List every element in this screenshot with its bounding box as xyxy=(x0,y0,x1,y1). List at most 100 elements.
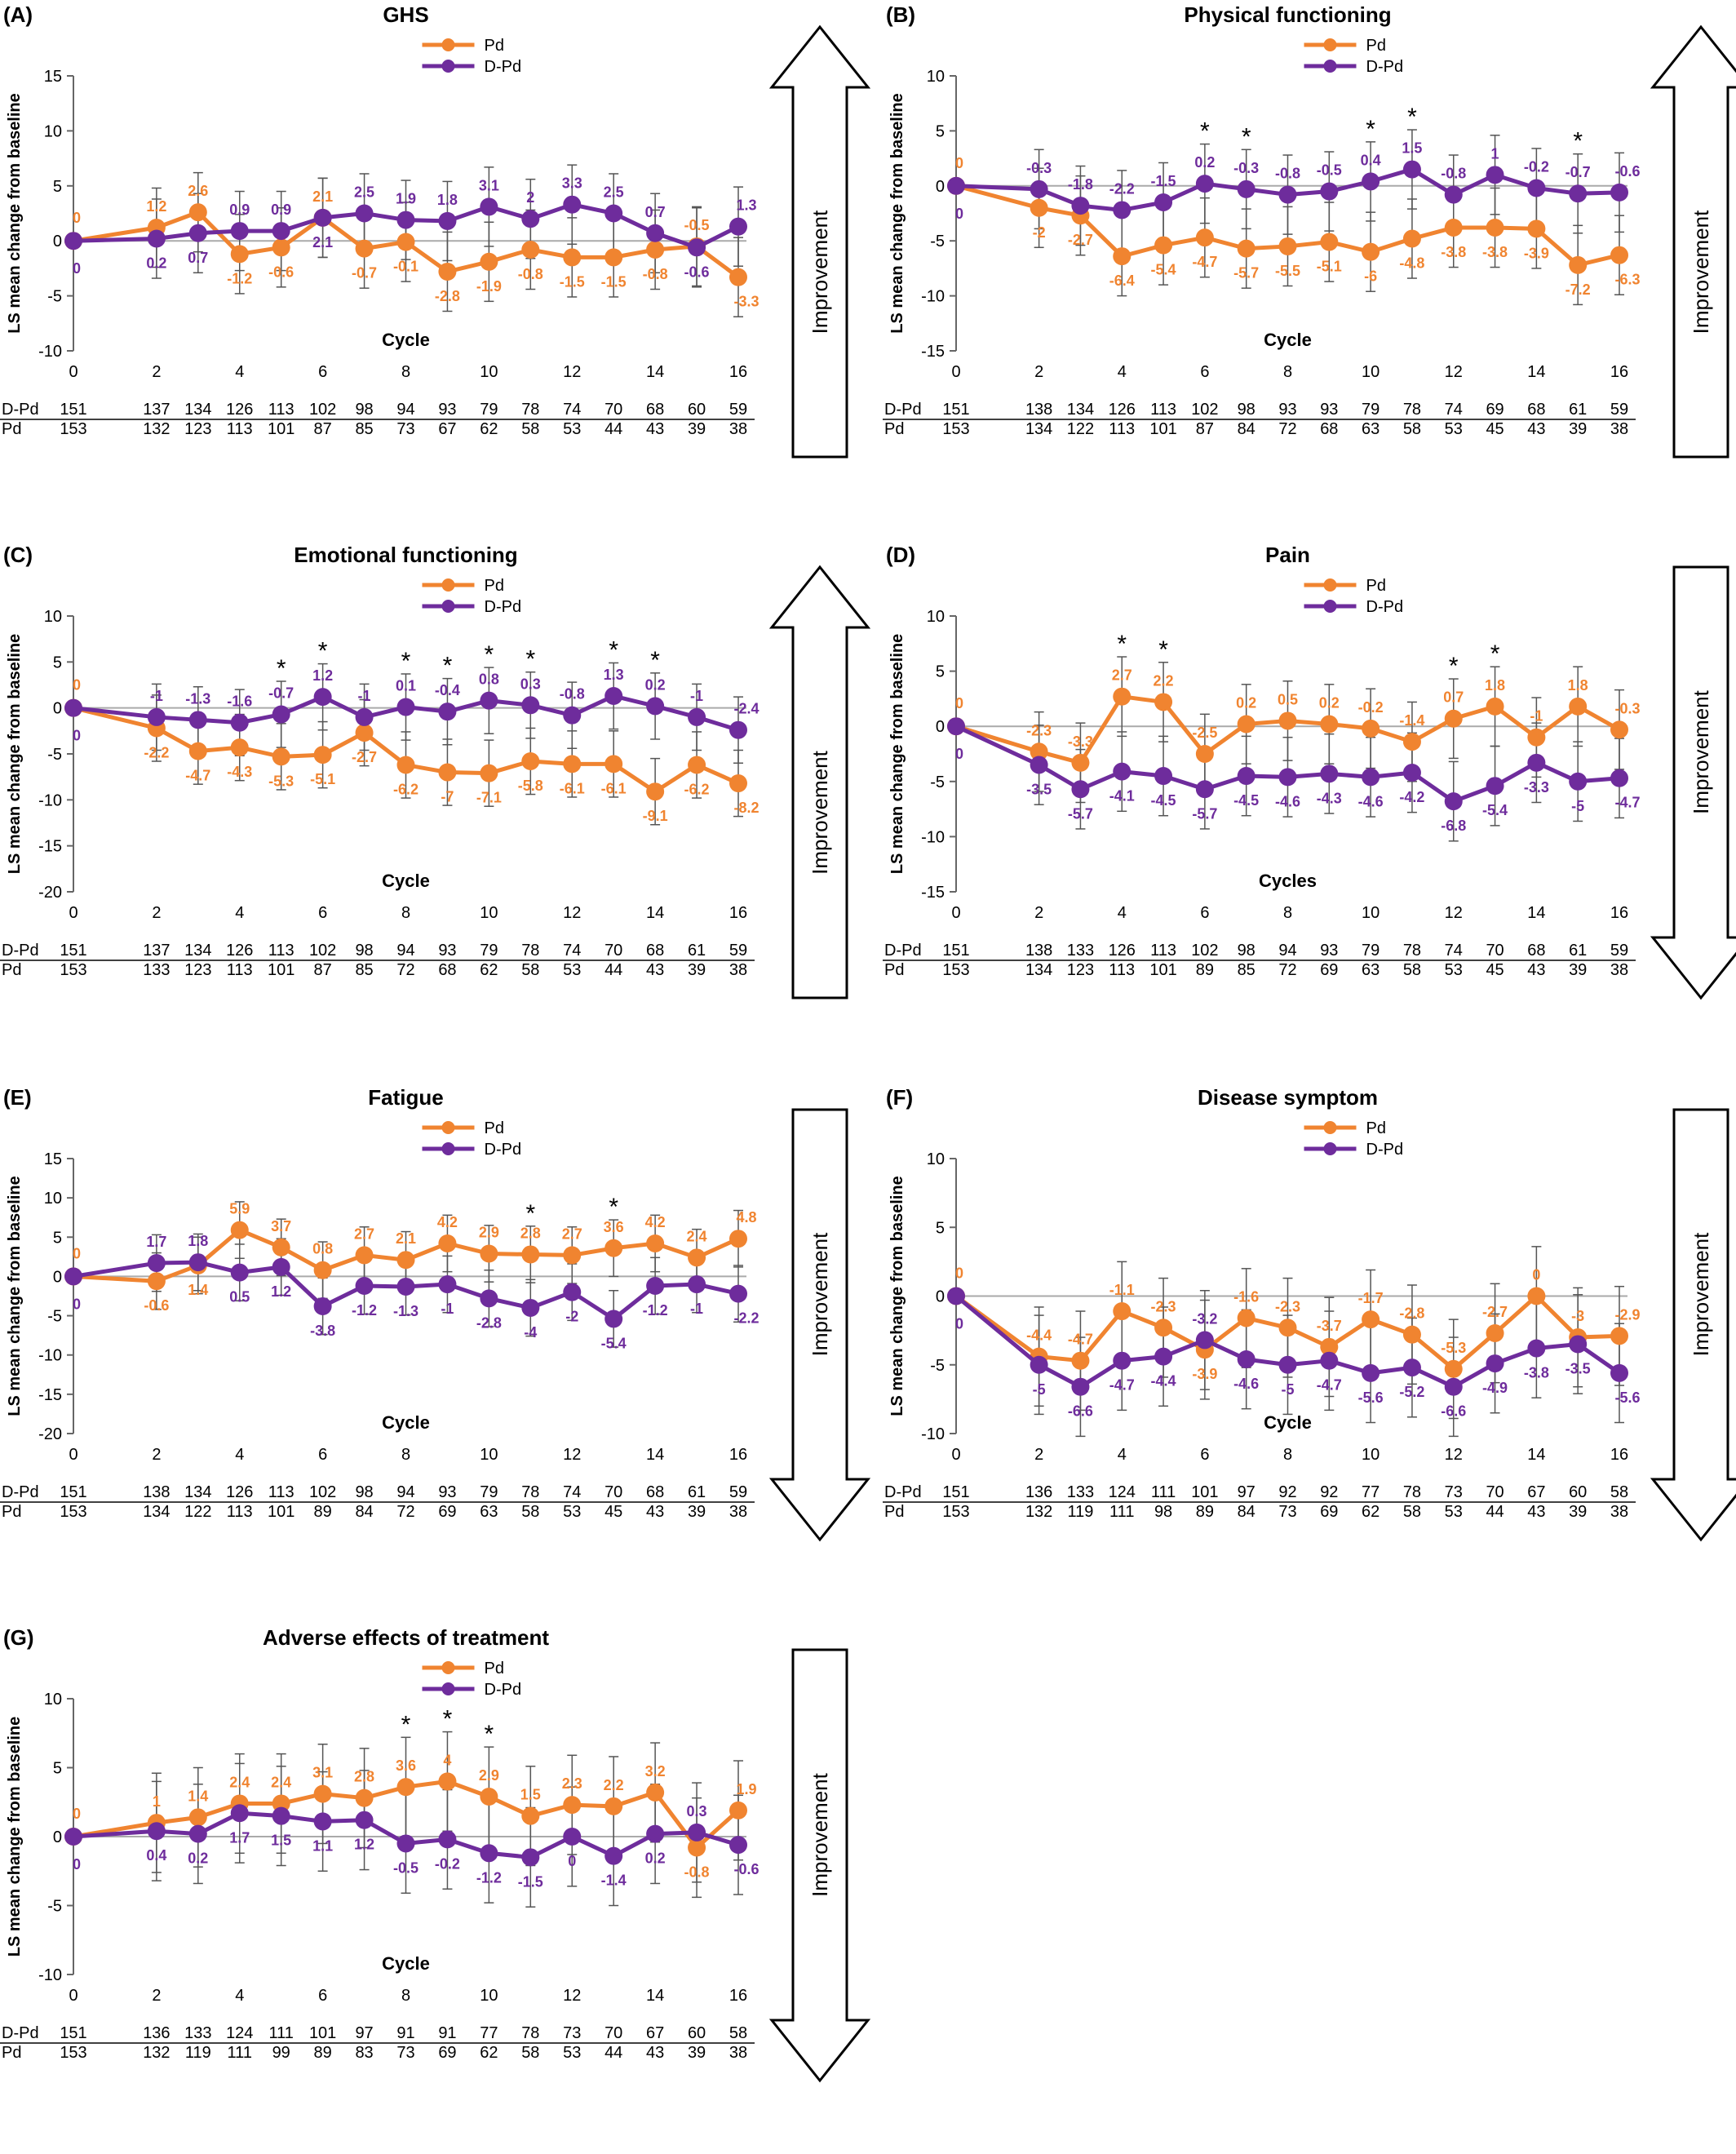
nat-cell-dpd: 78 xyxy=(1403,401,1421,419)
data-label-dpd: -3.3 xyxy=(1524,779,1549,796)
nat-row-label: D-Pd xyxy=(2,2024,39,2042)
data-label-pd: -4.7 xyxy=(1192,254,1217,270)
data-label-dpd: -1 xyxy=(150,688,163,704)
significance-asterisk: * xyxy=(485,1721,494,1748)
nat-cell-dpd: 151 xyxy=(60,2024,86,2042)
data-label-dpd: -1.2 xyxy=(476,1869,502,1886)
data-label-dpd: 1.2 xyxy=(271,1283,291,1300)
data-label-dpd: -0.8 xyxy=(1275,166,1300,182)
data-label-dpd: 0.4 xyxy=(146,1847,166,1864)
y-tick-label: -5 xyxy=(47,288,62,306)
legend-swatch-marker xyxy=(1323,600,1337,613)
data-label-dpd: 1.1 xyxy=(312,1837,333,1854)
x-tick-label: 6 xyxy=(318,904,327,922)
nat-cell-dpd: 91 xyxy=(438,2024,456,2042)
data-point-pd xyxy=(729,1230,747,1248)
x-tick-label: 12 xyxy=(563,1446,581,1464)
chart-title: Pain xyxy=(1265,543,1310,567)
data-point-pd xyxy=(1527,219,1546,238)
data-label-dpd: 0.3 xyxy=(687,1803,707,1819)
nat-cell-pd: 153 xyxy=(942,1503,969,1521)
nat-cell-pd: 68 xyxy=(1320,420,1338,438)
data-point-dpd xyxy=(521,210,540,228)
data-point-dpd xyxy=(563,706,582,725)
x-tick-label: 14 xyxy=(646,904,664,922)
series-line-pd xyxy=(73,706,740,794)
y-tick-label: 0 xyxy=(936,178,945,196)
data-label-dpd: -4.3 xyxy=(1317,790,1342,806)
data-point-dpd xyxy=(1237,1350,1256,1369)
legend-swatch-marker xyxy=(1323,1121,1337,1134)
nat-cell-dpd: 58 xyxy=(1610,1483,1628,1501)
nat-cell-dpd: 60 xyxy=(1569,1483,1587,1501)
data-point-pd xyxy=(1362,242,1380,261)
x-tick-label: 10 xyxy=(480,1987,498,2005)
significance-asterisk: * xyxy=(401,648,411,675)
data-label-pd: 2.7 xyxy=(354,1225,374,1242)
nat-cell-dpd: 68 xyxy=(646,1483,664,1501)
data-label-dpd: -4.5 xyxy=(1233,792,1259,809)
nat-row-label: Pd xyxy=(884,1503,904,1521)
data-label-dpd: -1 xyxy=(690,1301,703,1317)
data-point-dpd xyxy=(1569,1335,1588,1354)
data-point-pd xyxy=(272,747,290,766)
nat-cell-pd: 72 xyxy=(1278,961,1296,979)
x-tick-label: 6 xyxy=(1200,1446,1209,1464)
y-tick-label: -5 xyxy=(47,746,62,764)
y-tick-label: 0 xyxy=(53,1268,62,1286)
data-point-pd xyxy=(646,240,665,259)
data-point-pd xyxy=(1278,1319,1297,1337)
data-label-pd: 3.6 xyxy=(604,1219,624,1235)
data-label-pd: -4.3 xyxy=(227,764,252,780)
data-point-pd xyxy=(1113,687,1132,706)
data-point-dpd xyxy=(947,1287,965,1305)
data-point-pd xyxy=(230,1221,249,1239)
data-point-dpd xyxy=(147,707,166,726)
data-label-pd: -0.6 xyxy=(268,264,294,280)
significance-asterisk: * xyxy=(1490,640,1500,667)
x-tick-label: 2 xyxy=(152,904,161,922)
nat-cell-pd: 44 xyxy=(604,420,622,438)
y-tick-label: 10 xyxy=(44,1190,62,1208)
data-label-dpd: 1.8 xyxy=(437,192,458,208)
data-label-pd: 4.2 xyxy=(645,1214,666,1230)
data-point-dpd xyxy=(1610,183,1628,202)
data-label-pd: -6.4 xyxy=(1109,273,1135,289)
data-point-dpd xyxy=(1569,184,1588,203)
data-label-pd: -2.3 xyxy=(1275,1298,1300,1314)
series-line-pd xyxy=(955,184,1620,268)
nat-cell-dpd: 98 xyxy=(355,1483,373,1501)
nat-cell-dpd: 102 xyxy=(309,942,336,960)
panel-label: (E) xyxy=(3,1085,32,1110)
data-label-dpd: -5.4 xyxy=(601,1335,627,1351)
data-point-pd xyxy=(188,1808,207,1827)
x-tick-label: 12 xyxy=(1445,1446,1463,1464)
nat-cell-pd: 101 xyxy=(268,961,294,979)
data-label-dpd: -1.3 xyxy=(185,690,210,707)
data-point-dpd xyxy=(1320,1351,1339,1370)
x-tick-label: 16 xyxy=(729,1987,747,2005)
nat-cell-pd: 132 xyxy=(143,2044,170,2062)
data-point-pd xyxy=(272,1238,290,1256)
nat-cell-dpd: 68 xyxy=(646,401,664,419)
nat-cell-pd: 53 xyxy=(1445,1503,1463,1521)
nat-cell-pd: 85 xyxy=(355,961,373,979)
data-label-dpd: -0.3 xyxy=(1026,160,1052,176)
nat-cell-pd: 113 xyxy=(227,961,253,979)
data-label-pd: -2.8 xyxy=(1399,1305,1424,1322)
nat-cell-dpd: 138 xyxy=(1025,401,1052,419)
data-label-pd: -5.3 xyxy=(1441,1340,1466,1356)
data-label-pd: -8.2 xyxy=(733,800,759,816)
x-axis-label: Cycle xyxy=(382,1953,430,1974)
x-tick-label: 4 xyxy=(235,1446,244,1464)
data-label-pd: -5.1 xyxy=(1317,259,1342,275)
nat-cell-pd: 153 xyxy=(60,1503,86,1521)
data-point-pd xyxy=(396,1778,415,1797)
data-label-pd: 2.4 xyxy=(687,1228,707,1244)
y-axis-label: LS mean change from baseline xyxy=(888,93,906,334)
data-label-dpd: 1.2 xyxy=(354,1837,374,1853)
nat-cell-dpd: 74 xyxy=(1445,401,1463,419)
nat-cell-dpd: 79 xyxy=(1362,401,1380,419)
data-label-dpd: -0.7 xyxy=(1566,164,1591,180)
